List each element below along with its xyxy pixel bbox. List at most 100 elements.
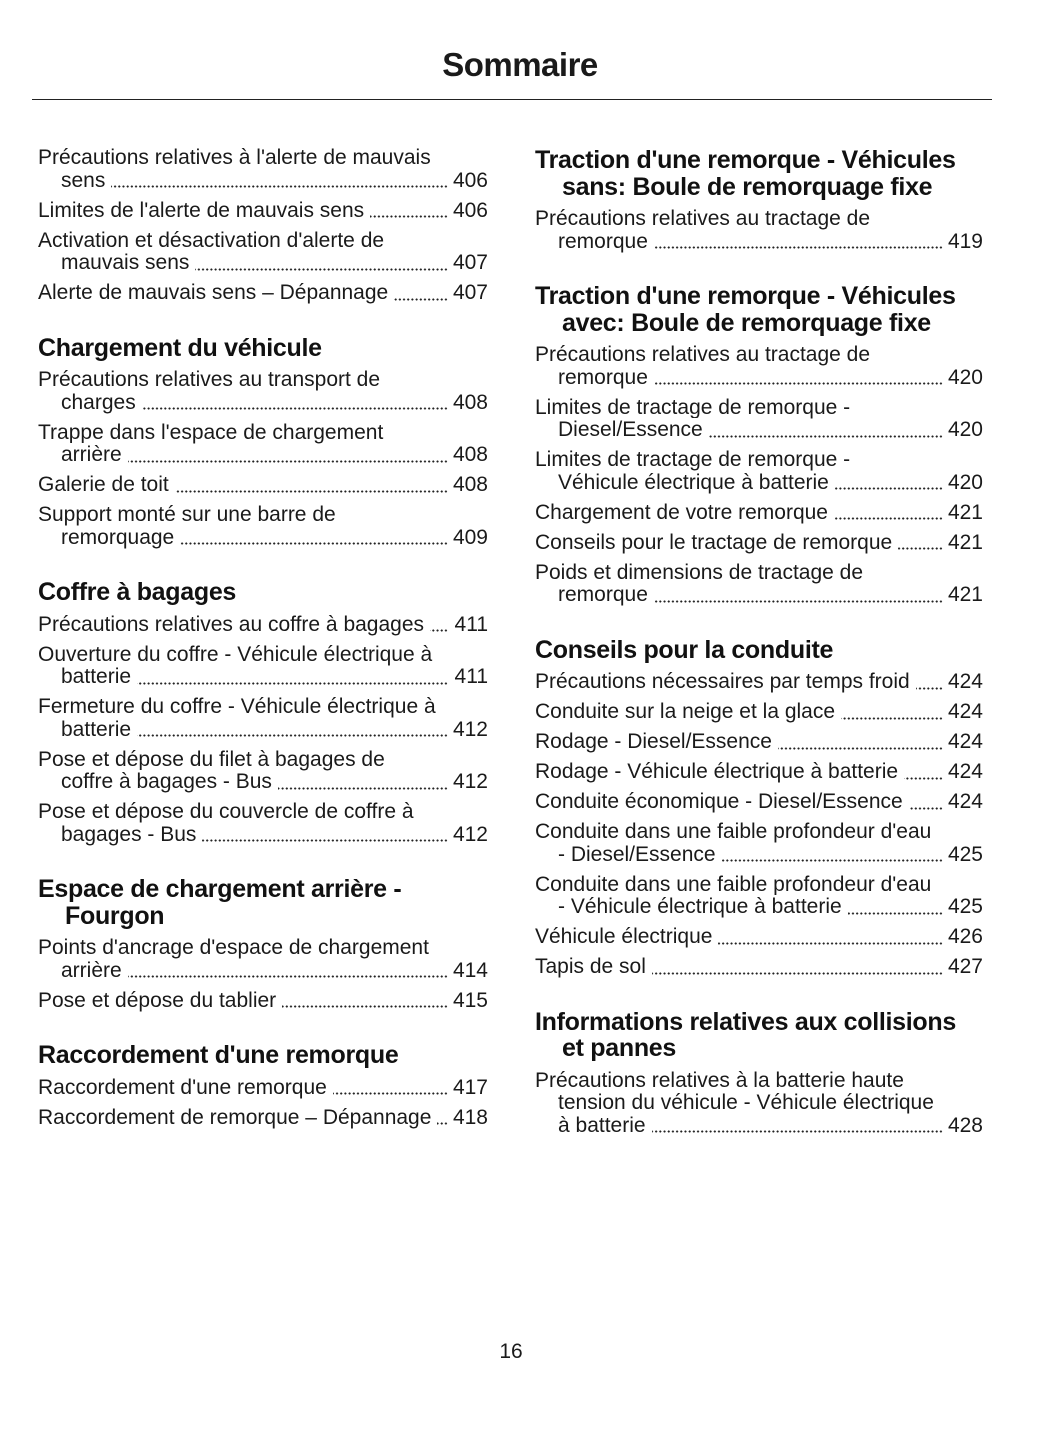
toc-entry[interactable]: Conduite dans une faible profondeur d'ea… — [535, 821, 983, 866]
toc-entry-page: 424 — [946, 671, 983, 694]
toc-entry-title: Trappe dans l'espace de chargement arriè… — [38, 421, 384, 466]
toc-entry[interactable]: Trappe dans l'espace de chargement arriè… — [38, 421, 488, 467]
toc-entry[interactable]: Pose et dépose du filet à bagages de cof… — [38, 748, 488, 794]
toc-entry-title: Précautions nécessaires par temps froid — [535, 671, 916, 693]
dot-leader — [61, 542, 448, 545]
toc-entry-page: 406 — [451, 199, 488, 222]
toc-entry[interactable]: Raccordement de remorque – Dépannage 418 — [38, 1106, 488, 1129]
toc-entry[interactable]: Ouverture du coffre - Véhicule électriqu… — [38, 643, 488, 689]
toc-entry[interactable]: Limites de tractage de remorque - Diesel… — [535, 396, 983, 442]
page-title: Sommaire — [442, 46, 598, 83]
toc-entry[interactable]: Rodage - Véhicule électrique à batterie 4… — [535, 761, 983, 784]
section-heading: Coffre à bagages — [38, 578, 237, 606]
toc-entry-page: 426 — [946, 926, 983, 949]
toc-entry-page: 407 — [451, 282, 488, 305]
toc-entry-page: 409 — [451, 525, 488, 549]
toc-entry[interactable]: Précautions relatives au coffre à bagage… — [38, 613, 488, 636]
dot-leader — [558, 941, 943, 945]
toc-entry-title: Conduite dans une faible profondeur d'ea… — [535, 873, 932, 918]
toc-entry-page: 425 — [946, 842, 983, 866]
toc-entry[interactable]: Raccordement d'une remorque 417 — [38, 1076, 488, 1099]
toc-entry-title: Tapis de sol — [535, 956, 652, 978]
toc-entry-title: Limites de tractage de remorque - Véhicu… — [535, 449, 851, 494]
toc-entry[interactable]: Rodage - Diesel/Essence 424 — [535, 731, 983, 754]
toc-entry[interactable]: Alerte de mauvais sens – Dépannage 407 — [38, 282, 488, 305]
dot-leader — [558, 971, 943, 975]
toc-entry-title: Précautions relatives au coffre à bagage… — [38, 613, 431, 636]
dot-leader — [558, 1130, 943, 1133]
toc-entry-page: 408 — [451, 474, 488, 497]
section-heading: Informations relatives aux collisions et… — [535, 1007, 956, 1062]
dot-leader — [61, 459, 448, 463]
toc-entry-title: Conseils pour le tractage de remorque — [535, 531, 899, 554]
toc-entry-page: 428 — [946, 1113, 983, 1137]
toc-entry-title: Précautions relatives à la batterie haut… — [535, 1069, 934, 1137]
toc-entry-page: 424 — [946, 731, 983, 754]
toc-entry-page: 425 — [946, 895, 983, 919]
dot-leader — [61, 267, 448, 271]
toc-entry[interactable]: Pose et dépose du couvercle de coffre à … — [38, 801, 488, 846]
toc-entry[interactable]: Chargement de votre remorque 421 — [535, 501, 983, 524]
toc-entry[interactable]: Précautions relatives au tractage de rem… — [535, 208, 983, 253]
section-heading: Espace de chargement arrière - Fourgon — [38, 875, 402, 930]
toc-entry-page: 421 — [946, 531, 983, 554]
toc-entry[interactable]: Précautions relatives au tractage de rem… — [535, 344, 983, 389]
toc-entry[interactable]: Précautions relatives à l'alerte de mauv… — [38, 147, 488, 192]
toc-entry-page: 412 — [451, 822, 488, 846]
toc-entry-title: Pose et dépose du tablier — [38, 989, 283, 1012]
toc-entry[interactable]: Conduite dans une faible profondeur d'ea… — [535, 873, 983, 919]
dot-leader — [558, 434, 943, 438]
dot-leader — [558, 859, 943, 862]
toc-entry[interactable]: Activation et désactivation d'alerte de … — [38, 229, 488, 275]
toc-entry-page: 407 — [451, 251, 488, 275]
toc-entry-title: Rodage - Véhicule électrique à batterie — [535, 761, 905, 783]
toc-entry-page: 420 — [946, 470, 983, 494]
toc-entry[interactable]: Support monté sur une barre de remorquag… — [38, 504, 488, 549]
toc-entry[interactable]: Tapis de sol 427 — [535, 956, 983, 979]
toc-entry[interactable]: Précautions nécessaires par temps froid 4… — [535, 671, 983, 694]
toc-entry[interactable]: Conduite sur la neige et la glace 424 — [535, 701, 983, 724]
toc-entry[interactable]: Conduite économique - Diesel/Essence 424 — [535, 791, 983, 814]
toc-entry[interactable]: Précautions relatives à la batterie haut… — [535, 1069, 983, 1137]
dot-leader — [61, 839, 448, 842]
toc-entry-title: Raccordement de remorque – Dépannage — [38, 1106, 438, 1129]
dot-leader — [61, 407, 448, 410]
toc-entry-page: 421 — [946, 583, 983, 607]
toc-entry[interactable]: Conseils pour le tractage de remorque 421 — [535, 531, 983, 554]
dot-leader — [61, 185, 448, 188]
toc-entry-page: 421 — [946, 501, 983, 524]
toc-column-left: Précautions relatives à l'alerte de mauv… — [38, 147, 488, 1137]
toc-entry[interactable]: Points d'ancrage d'espace de chargement … — [38, 937, 488, 982]
toc-entry-page: 424 — [946, 701, 983, 724]
toc-entry[interactable]: Galerie de toit 408 — [38, 474, 488, 497]
dot-leader — [558, 382, 943, 385]
toc-entry[interactable]: Véhicule électrique 426 — [535, 926, 983, 949]
toc-column-right: Traction d'une remorque - Véhicules sans… — [535, 147, 983, 1145]
toc-entry-page: 414 — [451, 958, 488, 982]
toc-entry-page: 408 — [451, 390, 488, 414]
toc-entry-page: 406 — [451, 168, 488, 192]
section-heading: Conseils pour la conduite — [535, 635, 834, 664]
toc-entry-page: 420 — [946, 365, 983, 389]
dot-leader — [61, 975, 448, 978]
toc-entry[interactable]: Précautions relatives au transport de ch… — [38, 369, 488, 414]
toc-entry-page: 412 — [451, 717, 488, 741]
title-divider — [32, 99, 992, 100]
toc-entry-title: Conduite sur la neige et la glace — [535, 701, 842, 723]
toc-entry-page: 408 — [451, 443, 488, 467]
toc-entry-page: 417 — [451, 1076, 488, 1099]
dot-leader — [558, 246, 943, 249]
toc-entry[interactable]: Pose et dépose du tablier 415 — [38, 989, 488, 1012]
toc-entry-title: Limites de l'alerte de mauvais sens — [38, 199, 371, 222]
toc-entry-page: 415 — [451, 989, 488, 1012]
toc-entry-page: 419 — [946, 229, 983, 253]
toc-entry[interactable]: Limites de l'alerte de mauvais sens 406 — [38, 199, 488, 222]
toc-entry[interactable]: Limites de tractage de remorque - Véhicu… — [535, 449, 983, 494]
toc-entry-title: Rodage - Diesel/Essence — [535, 731, 778, 753]
toc-entry[interactable]: Fermeture du coffre - Véhicule électriqu… — [38, 696, 488, 741]
toc-entry-title: Conduite économique - Diesel/Essence — [535, 791, 909, 813]
toc-entry[interactable]: Poids et dimensions de tractage de remor… — [535, 561, 983, 607]
section-heading: Raccordement d'une remorque — [38, 1041, 399, 1069]
toc-entry-page: 420 — [946, 418, 983, 442]
toc-entry-title: Galerie de toit — [38, 474, 175, 496]
